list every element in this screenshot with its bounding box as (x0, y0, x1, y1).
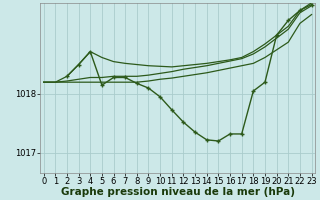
X-axis label: Graphe pression niveau de la mer (hPa): Graphe pression niveau de la mer (hPa) (60, 187, 295, 197)
